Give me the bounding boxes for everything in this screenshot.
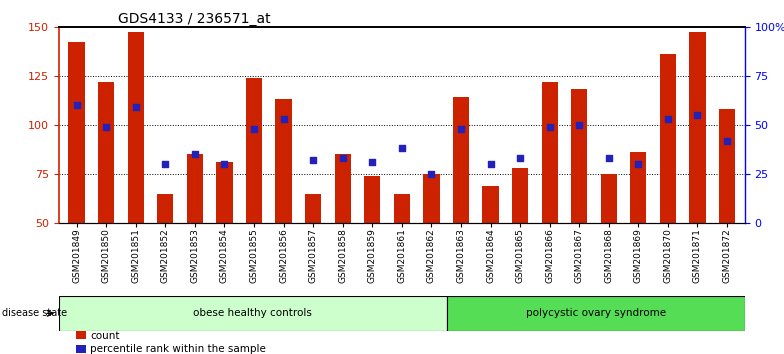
Bar <box>660 54 676 223</box>
Bar <box>512 168 528 223</box>
Bar <box>305 194 321 223</box>
Bar <box>542 81 557 223</box>
Text: obese healthy controls: obese healthy controls <box>193 308 312 318</box>
Bar <box>394 194 410 223</box>
Point <box>218 161 230 167</box>
Bar <box>719 109 735 223</box>
Text: disease state: disease state <box>2 308 67 318</box>
Point <box>278 116 290 122</box>
Point <box>100 124 112 130</box>
Legend: count, percentile rank within the sample: count, percentile rank within the sample <box>76 331 267 354</box>
Point <box>159 161 172 167</box>
Point <box>455 126 467 132</box>
Point <box>632 161 644 167</box>
Point <box>573 122 586 128</box>
Bar <box>246 78 262 223</box>
Bar <box>689 33 706 223</box>
Point <box>720 138 733 143</box>
Bar <box>68 42 85 223</box>
Bar <box>59 296 447 331</box>
Bar <box>423 174 440 223</box>
Point <box>248 126 260 132</box>
Point <box>71 102 83 108</box>
Point <box>543 124 556 130</box>
Point <box>485 161 497 167</box>
Bar <box>447 296 745 331</box>
Text: GDS4133 / 236571_at: GDS4133 / 236571_at <box>118 12 270 27</box>
Point <box>603 155 615 161</box>
Bar <box>98 81 114 223</box>
Point <box>662 116 674 122</box>
Bar <box>335 154 350 223</box>
Bar <box>482 186 499 223</box>
Bar <box>630 152 647 223</box>
Text: polycystic ovary syndrome: polycystic ovary syndrome <box>525 308 666 318</box>
Point <box>514 155 526 161</box>
Bar <box>571 90 587 223</box>
Point <box>129 104 142 110</box>
Bar <box>275 99 292 223</box>
Point <box>188 152 201 157</box>
Bar <box>157 194 173 223</box>
Bar <box>364 176 380 223</box>
Point <box>307 157 319 163</box>
Point <box>336 155 349 161</box>
Point <box>691 112 704 118</box>
Bar <box>453 97 469 223</box>
Point <box>395 145 408 151</box>
Point <box>366 159 379 165</box>
Bar <box>187 154 203 223</box>
Bar <box>128 33 143 223</box>
Point <box>425 171 437 177</box>
Bar <box>601 174 617 223</box>
Bar <box>216 162 233 223</box>
